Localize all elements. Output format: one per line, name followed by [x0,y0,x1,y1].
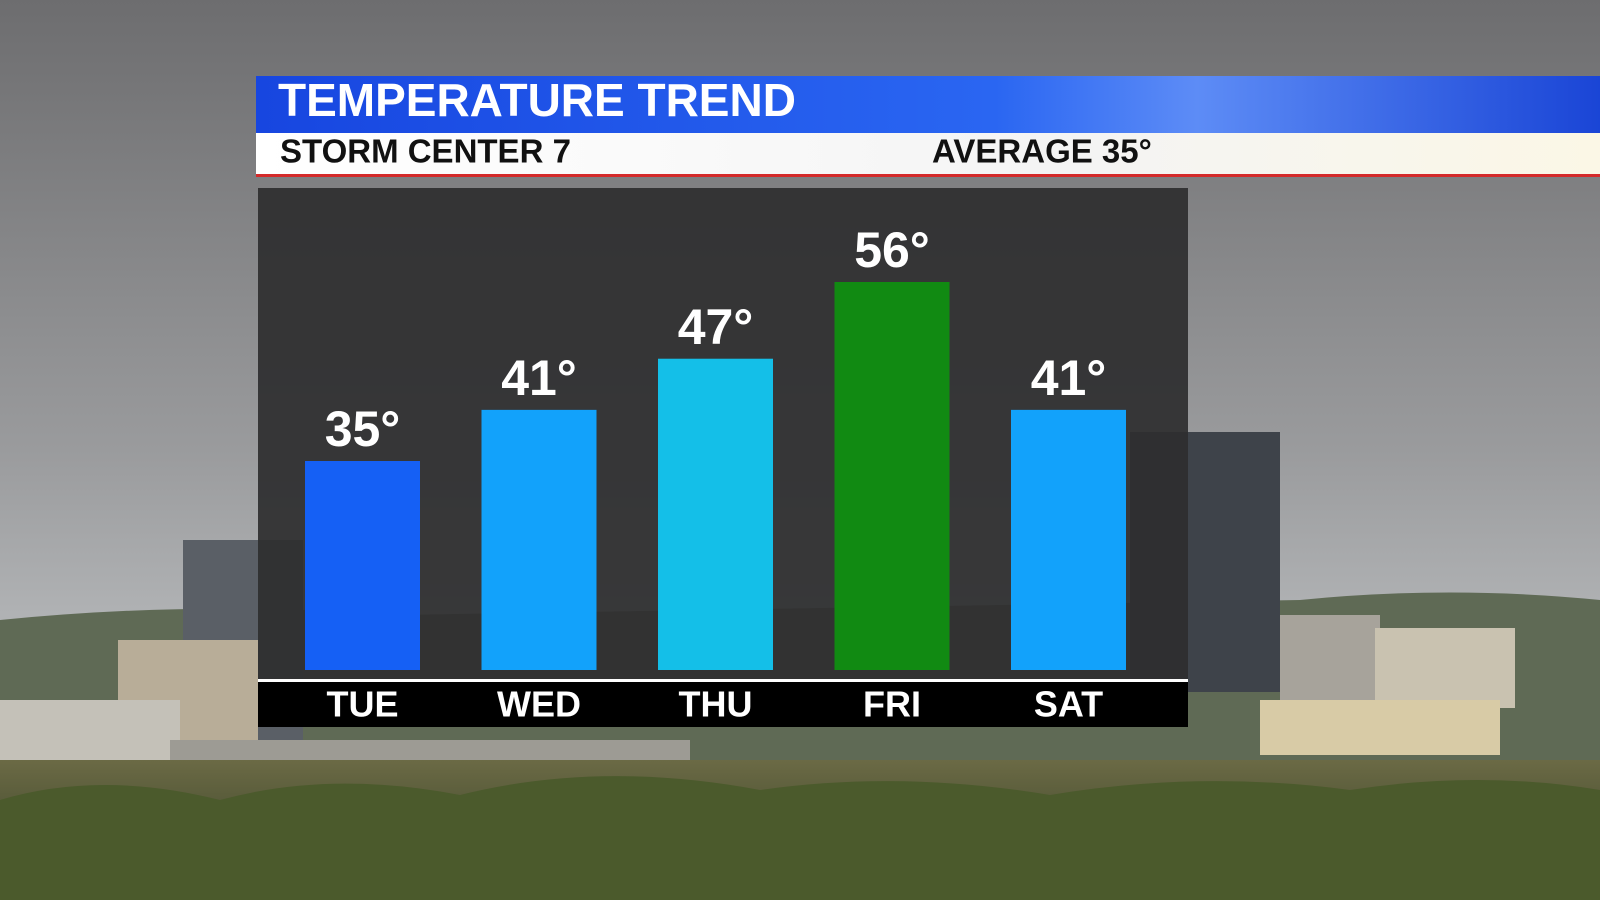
building [1260,700,1500,755]
day-label: THU [679,684,753,725]
day-label: FRI [863,684,921,725]
bar [834,282,950,670]
day-label: TUE [327,684,399,725]
bar [658,358,773,670]
building [1280,615,1380,715]
day-strip [258,680,1188,727]
day-label: SAT [1034,684,1103,725]
building [1375,628,1515,708]
subtitle-strip [256,133,1600,175]
day-label: WED [497,684,581,725]
value-label: 56° [854,222,930,278]
baseline [258,679,1188,682]
value-label: 47° [678,299,754,355]
subtitle: STORM CENTER 7 [280,133,571,170]
red-rule [256,174,1600,177]
average-annotation: AVERAGE 35° [932,133,1152,170]
bar [481,409,597,670]
bar [305,461,420,670]
bar [1011,409,1126,670]
value-label: 41° [501,350,577,406]
chart-title: TEMPERATURE TREND [278,74,796,126]
tree-canopy [0,776,1600,900]
value-label: 41° [1031,350,1107,406]
value-label: 35° [325,401,401,457]
building [0,700,180,770]
title-banner [256,76,1600,133]
bars: 35° TUE 41° WED 47° THU 56° FRI 41° SAT [305,222,1126,725]
